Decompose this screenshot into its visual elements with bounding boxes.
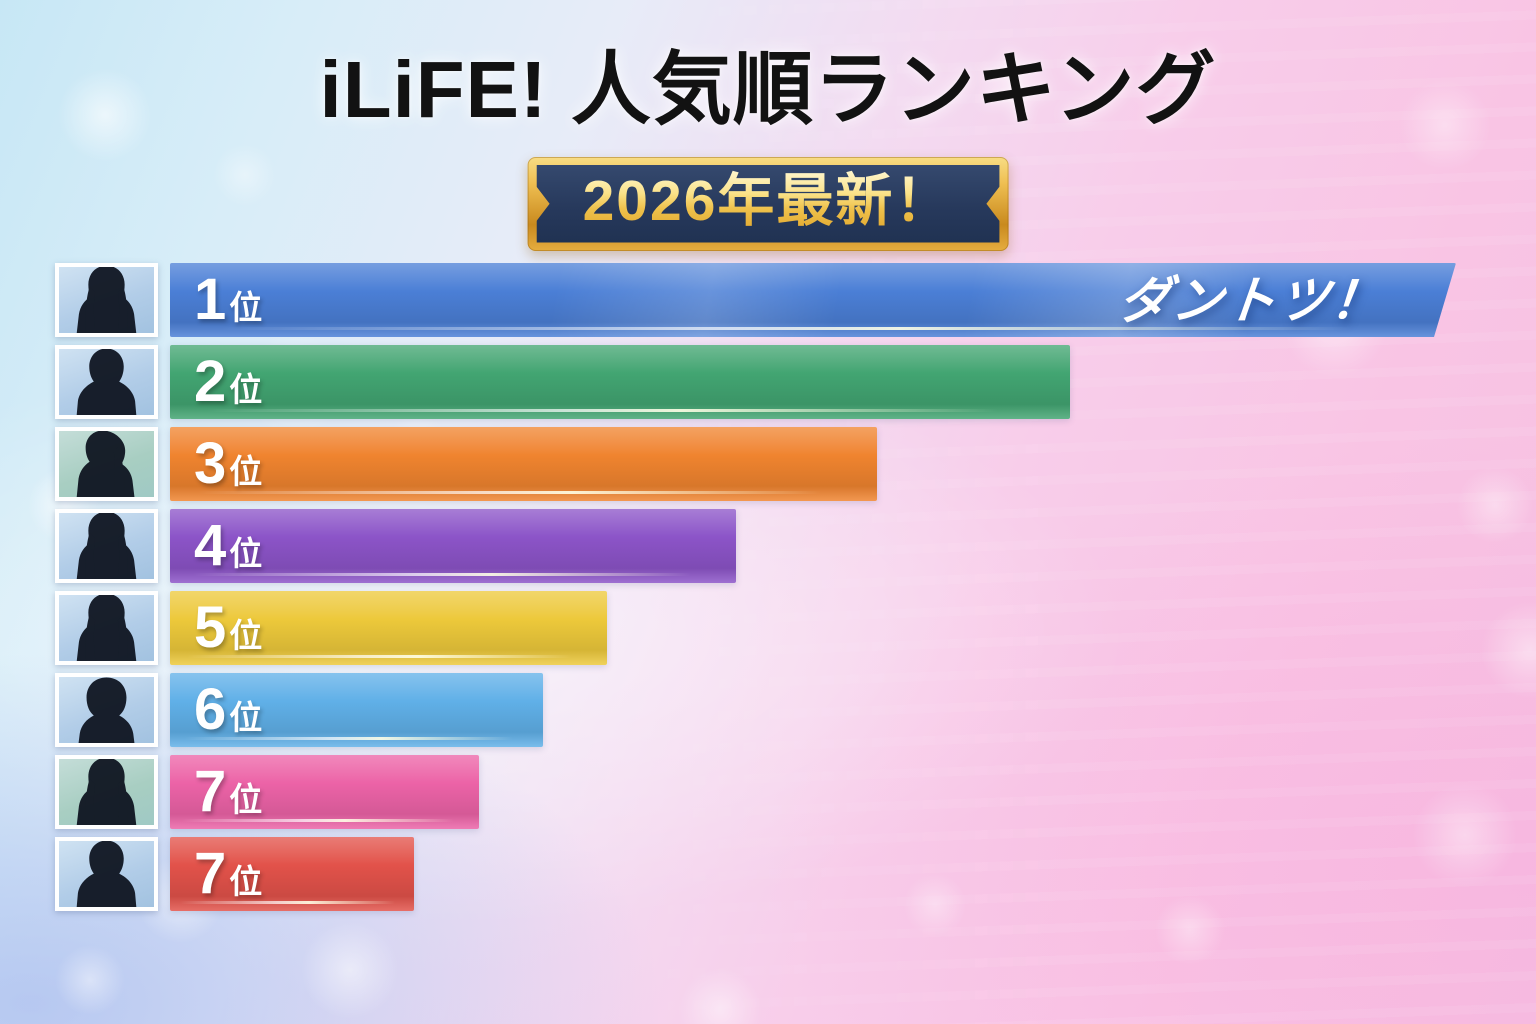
rank-suffix: 位 <box>229 699 263 736</box>
rank-label: 2 位 <box>194 353 262 411</box>
rank-label: 3 位 <box>194 435 262 493</box>
bar-track: 7 位 <box>170 837 1456 911</box>
rank-number: 7 <box>194 759 227 824</box>
bar-annotation: ダントツ！ <box>1115 271 1387 329</box>
rank-suffix: 位 <box>229 781 263 818</box>
rank-suffix: 位 <box>229 617 263 654</box>
rank-suffix: 位 <box>229 535 263 572</box>
ranking-row: 7 位 <box>55 837 1456 911</box>
ranking-row: 6 位 <box>55 673 1456 747</box>
rank-number: 2 <box>194 349 227 414</box>
rank-label: 5 位 <box>194 599 262 657</box>
rank-label: 6 位 <box>194 681 262 739</box>
rank-suffix: 位 <box>229 453 263 490</box>
member-avatar <box>55 673 158 747</box>
bar-track: 6 位 <box>170 673 1456 747</box>
member-avatar <box>55 755 158 829</box>
rank-bar: 3 位 <box>170 427 878 501</box>
rank-suffix: 位 <box>229 863 263 900</box>
bar-track: 3 位 <box>170 427 1456 501</box>
rank-bar: 2 位 <box>170 345 1071 419</box>
short-hair-silhouette-icon <box>59 349 154 415</box>
rank-number: 6 <box>194 677 227 742</box>
bar-track: 5 位 <box>170 591 1456 665</box>
page-title: iLiFE! 人気順ランキング <box>319 45 1217 134</box>
year-badge-panel: 2026年最新！ <box>537 165 1000 243</box>
rank-bar: 7 位 <box>170 837 415 911</box>
year-badge: 2026年最新！ <box>527 157 1009 251</box>
member-avatar <box>55 345 158 419</box>
side-profile-silhouette-icon <box>59 431 154 497</box>
member-avatar <box>55 263 158 337</box>
rank-number: 7 <box>194 841 227 906</box>
rank-bar: 4 位 <box>170 509 736 583</box>
year-badge-label: 2026年最新！ <box>582 169 954 233</box>
female-long-hair-silhouette-icon <box>59 267 154 333</box>
bar-track: 7 位 <box>170 755 1456 829</box>
ranking-bar-chart: 1 位 ダントツ！ 2 位 <box>55 263 1456 919</box>
rank-number: 1 <box>194 267 227 332</box>
ranking-row: 1 位 ダントツ！ <box>55 263 1456 337</box>
ranking-row: 3 位 <box>55 427 1456 501</box>
bob-hair-silhouette-icon <box>59 677 154 743</box>
rank-label: 1 位 <box>194 271 262 329</box>
rank-number: 4 <box>194 513 227 578</box>
bar-track: 2 位 <box>170 345 1456 419</box>
bar-track: 4 位 <box>170 509 1456 583</box>
ranking-row: 4 位 <box>55 509 1456 583</box>
member-avatar <box>55 591 158 665</box>
rank-number: 5 <box>194 595 227 660</box>
rank-bar: 7 位 <box>170 755 479 829</box>
rank-bar: 6 位 <box>170 673 543 747</box>
rank-label: 4 位 <box>194 517 262 575</box>
rank-label: 7 位 <box>194 763 262 821</box>
rank-suffix: 位 <box>229 371 263 408</box>
rank-number: 3 <box>194 431 227 496</box>
short-hair-silhouette-icon <box>59 841 154 907</box>
member-avatar <box>55 837 158 911</box>
rank-label: 7 位 <box>194 845 262 903</box>
rank-suffix: 位 <box>229 289 263 326</box>
female-long-hair-silhouette-icon <box>59 759 154 825</box>
ranking-row: 5 位 <box>55 591 1456 665</box>
member-avatar <box>55 427 158 501</box>
female-long-hair-silhouette-icon <box>59 513 154 579</box>
ranking-row: 2 位 <box>55 345 1456 419</box>
member-avatar <box>55 509 158 583</box>
female-long-hair-silhouette-icon <box>59 595 154 661</box>
rank-bar: 5 位 <box>170 591 608 665</box>
rank-bar: 1 位 ダントツ！ <box>170 263 1456 337</box>
bar-track: 1 位 ダントツ！ <box>170 263 1456 337</box>
ranking-row: 7 位 <box>55 755 1456 829</box>
